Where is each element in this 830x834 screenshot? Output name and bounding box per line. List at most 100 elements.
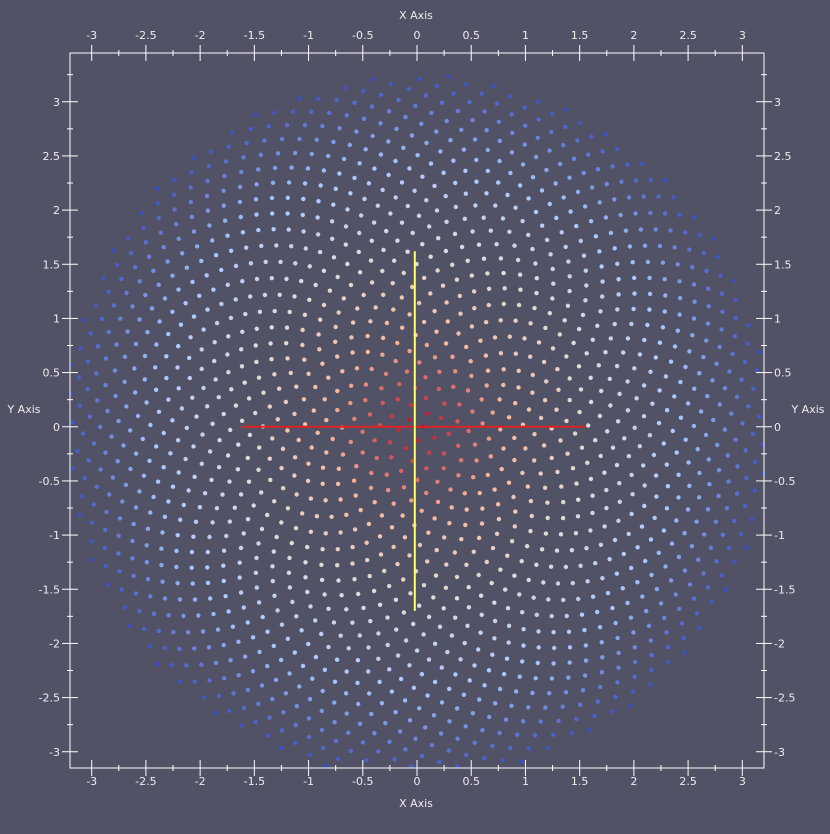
data-point [368, 319, 373, 324]
data-point [372, 438, 377, 443]
axes-box [69, 52, 765, 769]
data-point [722, 386, 728, 391]
data-point [466, 428, 471, 434]
data-point [131, 521, 136, 527]
data-point [615, 146, 620, 152]
data-point [612, 537, 618, 543]
data-point [166, 397, 171, 402]
data-point [485, 147, 490, 153]
data-point [585, 460, 590, 465]
data-point [165, 259, 170, 264]
data-point [148, 422, 153, 428]
data-point [243, 311, 248, 317]
data-point [387, 583, 392, 589]
data-point [339, 593, 344, 598]
data-point [637, 352, 643, 357]
data-point [378, 152, 384, 157]
data-point [317, 347, 322, 352]
data-point [330, 236, 335, 241]
data-point [627, 244, 633, 249]
data-point [441, 170, 446, 175]
data-point [538, 719, 543, 724]
data-point [289, 540, 294, 546]
data-point [128, 428, 133, 433]
data-point [340, 369, 345, 374]
data-point [668, 228, 673, 233]
data-point [618, 212, 623, 218]
data-point [219, 301, 224, 307]
data-point [577, 120, 582, 126]
data-point [629, 511, 634, 517]
data-point [458, 311, 463, 316]
y-tick-label-right: 2 [774, 204, 781, 217]
data-point [455, 108, 460, 114]
y-tick-label-left: 1.5 [43, 258, 61, 271]
data-point [723, 587, 728, 592]
data-point [292, 455, 298, 460]
data-point [579, 612, 585, 617]
data-point [626, 195, 632, 200]
data-point [661, 528, 667, 533]
data-point [685, 401, 691, 406]
y-tick-label-right: 1 [774, 312, 781, 325]
data-point [393, 158, 398, 164]
data-point [319, 562, 324, 567]
data-point [241, 531, 246, 536]
data-point [435, 499, 441, 505]
data-point [461, 147, 467, 152]
data-point [103, 450, 108, 455]
data-point [600, 149, 605, 154]
data-point [145, 526, 151, 531]
data-point [617, 499, 622, 504]
data-point [531, 595, 536, 600]
data-point [588, 375, 593, 380]
x-tick-label-top: -1 [303, 29, 314, 42]
data-point [616, 277, 621, 282]
data-point [132, 366, 137, 371]
data-point [493, 203, 498, 208]
data-point [590, 337, 595, 342]
data-point [459, 127, 464, 132]
data-point [350, 320, 356, 325]
data-point [533, 261, 538, 266]
data-point [660, 325, 666, 330]
data-point [511, 494, 516, 500]
data-point [648, 177, 653, 183]
data-point [245, 455, 250, 461]
data-point [451, 158, 456, 163]
data-point [672, 245, 677, 250]
data-point [424, 411, 430, 416]
data-point [426, 450, 432, 455]
data-point [133, 591, 139, 596]
data-point [191, 314, 197, 319]
data-point [501, 382, 506, 388]
data-point [512, 435, 517, 441]
data-point [213, 660, 219, 666]
data-point [676, 495, 681, 500]
data-point [247, 432, 253, 438]
data-point [420, 242, 425, 247]
data-point [115, 459, 120, 464]
x-tick-label-top: 3 [739, 29, 746, 42]
data-point [541, 443, 547, 448]
x-tick-label-top: 1 [522, 29, 529, 42]
data-point [442, 401, 447, 406]
data-point [550, 111, 555, 117]
data-point [543, 705, 548, 710]
data-point [329, 514, 334, 519]
data-point [449, 505, 454, 510]
data-point [153, 387, 159, 392]
data-point [500, 216, 506, 221]
x-tick-label-bottom: -0.5 [352, 775, 373, 788]
data-point [648, 682, 653, 687]
data-point [756, 414, 762, 419]
data-point [503, 717, 509, 722]
data-point [555, 581, 561, 586]
data-point [98, 467, 103, 472]
data-point [705, 394, 710, 399]
data-point [563, 564, 569, 570]
data-point [395, 238, 400, 243]
data-point [567, 376, 572, 381]
data-point [300, 511, 305, 516]
